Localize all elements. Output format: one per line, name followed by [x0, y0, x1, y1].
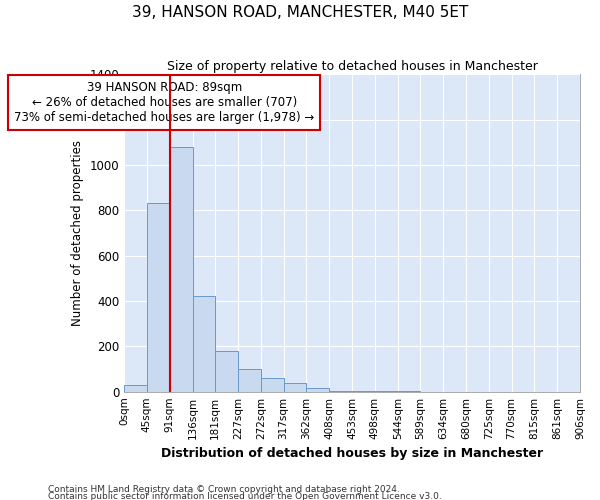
- Bar: [329, 390, 352, 392]
- Text: 39 HANSON ROAD: 89sqm
← 26% of detached houses are smaller (707)
73% of semi-det: 39 HANSON ROAD: 89sqm ← 26% of detached …: [14, 81, 314, 124]
- Bar: [124, 386, 147, 392]
- Bar: [147, 204, 170, 392]
- Text: 39, HANSON ROAD, MANCHESTER, M40 5ET: 39, HANSON ROAD, MANCHESTER, M40 5ET: [132, 5, 468, 20]
- Bar: [170, 146, 193, 392]
- Bar: [238, 369, 261, 392]
- Bar: [306, 388, 329, 392]
- Bar: [215, 351, 238, 392]
- Text: Contains public sector information licensed under the Open Government Licence v3: Contains public sector information licen…: [48, 492, 442, 500]
- Text: Contains HM Land Registry data © Crown copyright and database right 2024.: Contains HM Land Registry data © Crown c…: [48, 486, 400, 494]
- Bar: [193, 296, 215, 392]
- Bar: [261, 378, 284, 392]
- Y-axis label: Number of detached properties: Number of detached properties: [71, 140, 84, 326]
- Bar: [284, 382, 306, 392]
- Title: Size of property relative to detached houses in Manchester: Size of property relative to detached ho…: [167, 60, 538, 73]
- X-axis label: Distribution of detached houses by size in Manchester: Distribution of detached houses by size …: [161, 447, 543, 460]
- Bar: [352, 390, 374, 392]
